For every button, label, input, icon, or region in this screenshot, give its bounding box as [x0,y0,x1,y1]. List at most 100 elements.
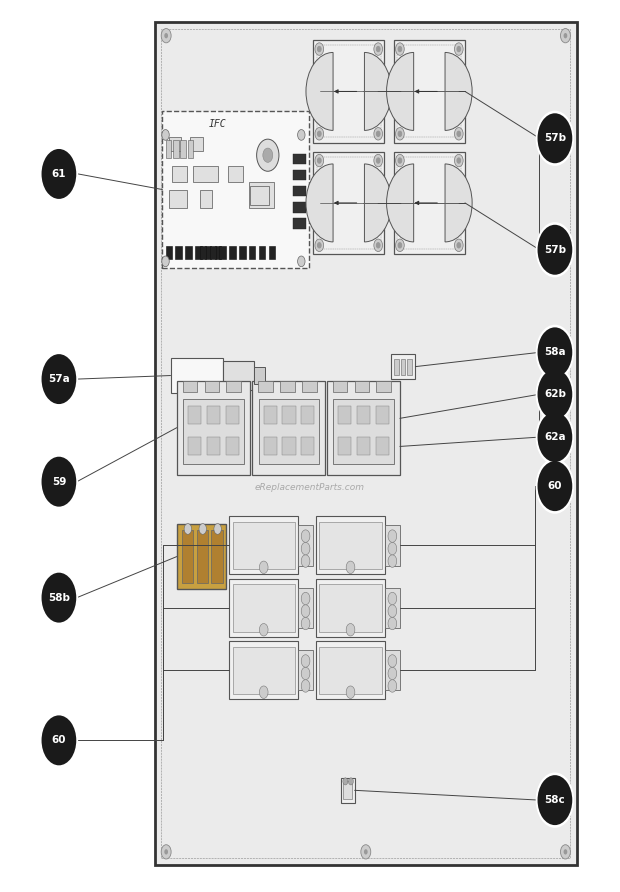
Circle shape [396,43,404,55]
Text: 57a: 57a [48,374,70,384]
Circle shape [564,849,567,855]
Circle shape [376,158,380,163]
Bar [166,140,171,159]
Text: 60: 60 [547,481,562,491]
Circle shape [536,222,574,277]
Wedge shape [387,53,414,130]
Circle shape [315,128,324,140]
Text: 57b: 57b [544,244,566,255]
Circle shape [298,256,305,267]
Bar [162,112,309,268]
Bar [283,407,296,424]
Bar [357,407,370,424]
Circle shape [301,655,310,667]
Circle shape [199,524,206,534]
Bar [215,246,221,259]
Circle shape [164,33,168,38]
Circle shape [164,849,168,855]
Wedge shape [445,53,472,130]
Circle shape [536,772,574,828]
Bar [188,407,201,424]
Text: 61: 61 [51,169,66,179]
Bar [357,437,370,455]
Circle shape [374,239,383,252]
Bar [302,381,317,392]
Circle shape [538,327,572,377]
Circle shape [538,775,572,825]
Bar [293,186,306,196]
Circle shape [40,351,78,407]
Circle shape [315,154,324,167]
Circle shape [536,367,574,422]
Bar [254,367,265,384]
Circle shape [388,555,397,567]
Bar [166,246,172,259]
Wedge shape [445,164,472,242]
Circle shape [346,624,355,636]
Circle shape [457,46,461,52]
Bar [283,437,296,455]
Circle shape [317,158,321,163]
Bar [327,381,400,475]
Bar [301,437,314,455]
Bar [229,579,298,637]
Circle shape [184,524,192,534]
Bar [301,407,314,424]
Bar [197,530,208,583]
Bar [313,152,384,254]
Bar [258,381,273,392]
Bar [177,381,250,475]
Circle shape [301,542,310,555]
Bar [195,246,202,259]
Bar [219,246,226,259]
Circle shape [361,845,371,859]
Circle shape [42,573,76,623]
Bar [169,137,181,151]
Circle shape [317,243,321,248]
Bar [183,399,244,464]
Bar [223,361,254,390]
Bar [173,140,179,159]
Bar [397,157,461,249]
Circle shape [42,457,76,507]
Bar [232,647,295,694]
Circle shape [40,454,78,509]
Bar [264,437,277,455]
Bar [207,407,220,424]
Circle shape [42,715,76,765]
Bar [316,516,385,574]
Circle shape [376,46,380,52]
Wedge shape [306,53,333,130]
Circle shape [564,33,567,38]
Bar [205,246,211,259]
Bar [341,778,355,803]
Circle shape [457,243,461,248]
Circle shape [388,605,397,617]
Circle shape [376,243,380,248]
Bar [394,359,399,375]
Bar [319,647,382,694]
Bar [175,246,182,259]
Bar [200,246,206,259]
Bar [210,246,216,259]
Circle shape [161,845,171,859]
Bar [298,588,313,628]
Bar [182,381,197,392]
Bar [316,641,385,699]
Circle shape [315,43,324,55]
Bar [193,166,218,182]
Circle shape [536,111,574,166]
Bar [407,359,412,375]
Circle shape [301,530,310,542]
Bar [259,399,319,464]
Circle shape [298,129,305,140]
Circle shape [42,149,76,199]
Circle shape [398,243,402,248]
Bar [385,650,400,690]
Circle shape [317,131,321,136]
Circle shape [346,561,355,574]
Bar [155,22,577,865]
Circle shape [301,667,310,680]
Circle shape [538,113,572,163]
Bar [188,437,201,455]
